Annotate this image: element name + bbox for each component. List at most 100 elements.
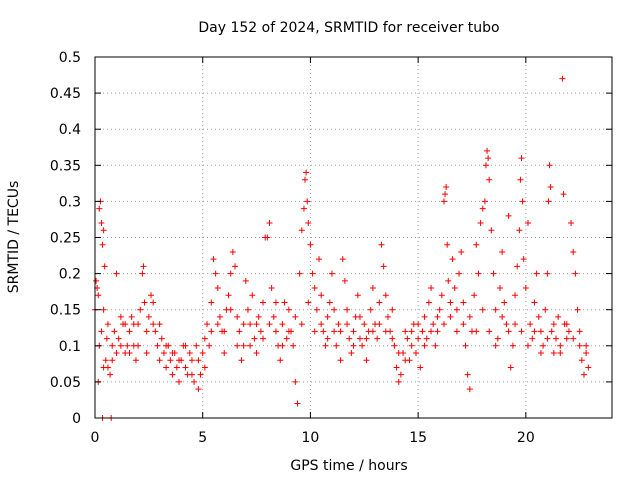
data-point [572, 270, 579, 277]
data-point [512, 321, 519, 328]
y-tick-label: 0.45 [50, 86, 81, 102]
data-point [191, 378, 198, 385]
data-point [576, 328, 583, 335]
data-point [141, 299, 148, 306]
data-point [225, 292, 232, 299]
data-point [505, 328, 512, 335]
data-point [494, 335, 501, 342]
data-point [320, 328, 327, 335]
data-point [279, 342, 286, 349]
data-point [98, 328, 105, 335]
data-point [363, 335, 370, 342]
data-point [503, 321, 510, 328]
data-point [318, 292, 325, 299]
data-point [253, 350, 260, 357]
data-point [214, 321, 221, 328]
data-point [361, 321, 368, 328]
data-point [188, 371, 195, 378]
data-point [449, 256, 456, 263]
data-point [430, 321, 437, 328]
data-point [540, 342, 547, 349]
data-point [93, 277, 100, 284]
data-point [176, 378, 183, 385]
data-point [499, 248, 506, 255]
data-point [442, 191, 449, 198]
data-point [167, 357, 174, 364]
data-point [382, 328, 389, 335]
data-point [443, 183, 450, 190]
data-point [307, 241, 314, 248]
data-point [309, 270, 316, 277]
data-point [206, 342, 213, 349]
data-point [109, 357, 116, 364]
data-point [384, 313, 391, 320]
data-point [304, 198, 311, 205]
data-point [425, 299, 432, 306]
data-point [318, 321, 325, 328]
data-point [208, 299, 215, 306]
data-point [434, 328, 441, 335]
data-point [115, 335, 122, 342]
data-point [193, 342, 200, 349]
data-point [150, 321, 157, 328]
data-point [436, 306, 443, 313]
data-point [544, 335, 551, 342]
data-point [473, 241, 480, 248]
data-point [518, 155, 525, 162]
data-point [350, 342, 357, 349]
data-point [447, 313, 454, 320]
data-point [344, 306, 351, 313]
data-point [103, 335, 110, 342]
data-point [516, 227, 523, 234]
data-point [100, 306, 107, 313]
data-point [560, 191, 567, 198]
data-point [451, 285, 458, 292]
data-point [524, 342, 531, 349]
data-point [285, 328, 292, 335]
data-point [486, 176, 493, 183]
data-point [492, 306, 499, 313]
data-point [408, 328, 415, 335]
data-point [266, 220, 273, 227]
data-point [376, 299, 383, 306]
data-point [402, 328, 409, 335]
data-point [380, 263, 387, 270]
data-point [251, 335, 258, 342]
data-point [311, 328, 318, 335]
data-point [555, 313, 562, 320]
y-tick-label: 0.5 [59, 50, 81, 66]
data-point [570, 248, 577, 255]
data-point [440, 321, 447, 328]
data-point [186, 350, 193, 357]
data-point [102, 357, 109, 364]
y-tick-label: 0.35 [50, 158, 81, 174]
data-point [272, 299, 279, 306]
data-point [201, 364, 208, 371]
data-point [412, 350, 419, 357]
data-point [156, 357, 163, 364]
data-point [300, 205, 307, 212]
data-point [255, 313, 262, 320]
x-axis-label: GPS time / hours [290, 458, 407, 474]
data-point [391, 342, 398, 349]
data-point [378, 241, 385, 248]
data-point [234, 342, 241, 349]
data-point [122, 321, 129, 328]
data-point [482, 162, 489, 169]
data-point [117, 342, 124, 349]
data-point [423, 335, 430, 342]
data-point [204, 321, 211, 328]
x-tick-label: 15 [409, 430, 427, 446]
data-point [324, 313, 331, 320]
data-point [182, 342, 189, 349]
data-point [546, 162, 553, 169]
data-point [143, 350, 150, 357]
data-point [140, 263, 147, 270]
data-point [580, 371, 587, 378]
data-point [479, 205, 486, 212]
data-point [227, 306, 234, 313]
data-point [444, 241, 451, 248]
data-point [339, 256, 346, 263]
data-point [552, 335, 559, 342]
data-point [524, 220, 531, 227]
